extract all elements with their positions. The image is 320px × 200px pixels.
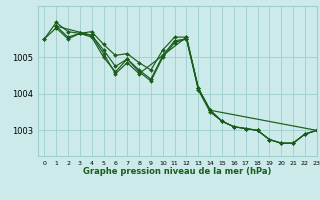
X-axis label: Graphe pression niveau de la mer (hPa): Graphe pression niveau de la mer (hPa) xyxy=(84,167,272,176)
